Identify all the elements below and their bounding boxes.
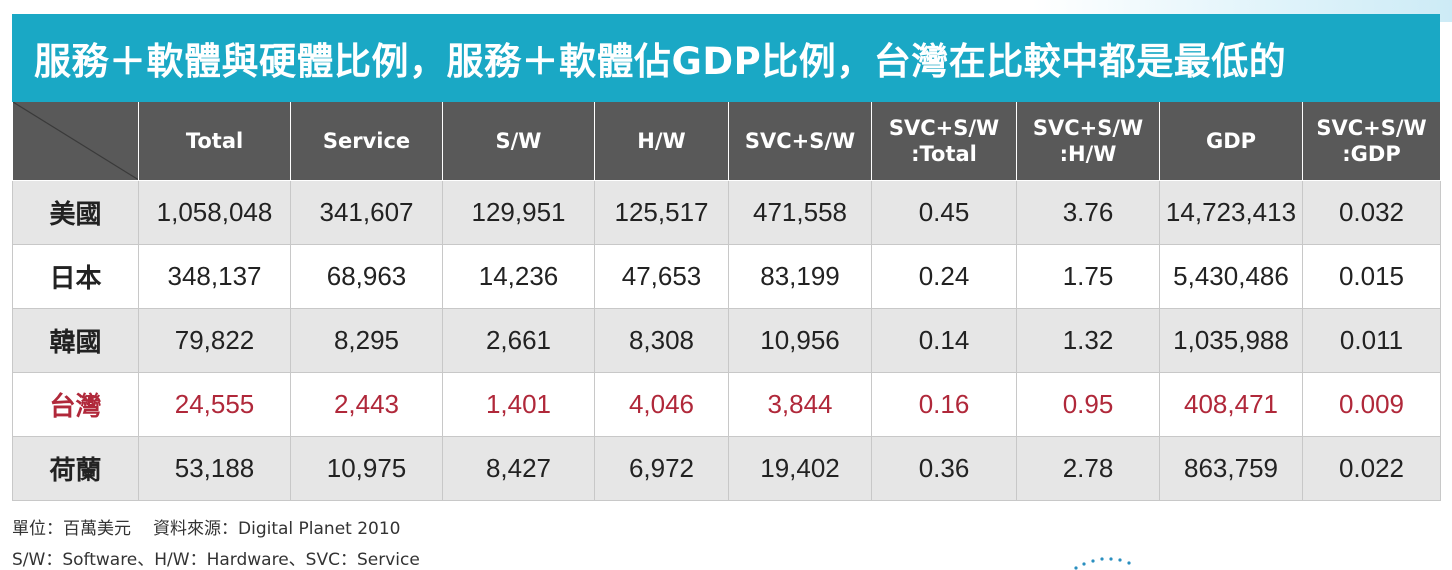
source-note: 資料來源：Digital Planet 2010 — [153, 519, 401, 539]
table-cell: 2,661 — [442, 307, 595, 373]
table-cell: 53,188 — [138, 435, 291, 501]
table-cell: 79,822 — [138, 307, 291, 373]
table-cell: 0.36 — [871, 435, 1017, 501]
header-label: Service — [322, 128, 411, 153]
table-cell: 8,427 — [442, 435, 595, 501]
page-title: 服務＋軟體與硬體比例，服務＋軟體佔GDP比例，台灣在比較中都是最低的 — [34, 40, 1287, 83]
dotted-arc-decoration — [1074, 557, 1131, 570]
table-cell: 2,443 — [290, 371, 443, 437]
table-cell: 0.45 — [871, 179, 1017, 245]
table-cell: 471,558 — [728, 179, 872, 245]
header-label: SVC+S/W — [888, 115, 1000, 140]
table-cell: 3,844 — [728, 371, 872, 437]
table-cell: 0.015 — [1302, 243, 1441, 309]
header-label: SVC+S/W — [1032, 115, 1144, 140]
header-sublabel: :H/W — [1059, 141, 1117, 166]
column-header-service: Service — [290, 102, 443, 181]
header-sublabel: :Total — [911, 141, 977, 166]
table-cell: 4,046 — [594, 371, 729, 437]
table-cell: 8,308 — [594, 307, 729, 373]
table-cell: 348,137 — [138, 243, 291, 309]
row-label: 日本 — [12, 243, 139, 309]
table-cell: 47,653 — [594, 243, 729, 309]
table-cell: 341,607 — [290, 179, 443, 245]
table-cell: 1.75 — [1016, 243, 1160, 309]
column-header-svc-sw-hw: SVC+S/W :H/W — [1016, 102, 1160, 181]
footnote-unit-source: 單位：百萬美元 資料來源：Digital Planet 2010 — [12, 514, 401, 539]
column-header-gdp: GDP — [1159, 102, 1303, 181]
table-cell: 0.011 — [1302, 307, 1441, 373]
corner-header-cell — [12, 102, 139, 181]
table-cell: 68,963 — [290, 243, 443, 309]
header-label: Total — [185, 128, 244, 153]
table-cell: 0.95 — [1016, 371, 1160, 437]
table-cell: 129,951 — [442, 179, 595, 245]
table-cell: 863,759 — [1159, 435, 1303, 501]
table-cell: 24,555 — [138, 371, 291, 437]
row-label: 荷蘭 — [12, 435, 139, 501]
unit-note: 單位：百萬美元 — [12, 519, 131, 539]
table-row-japan: 日本 348,137 68,963 14,236 47,653 83,199 0… — [12, 243, 1441, 309]
header-label: SVC+S/W — [744, 128, 856, 153]
table-cell: 8,295 — [290, 307, 443, 373]
table-cell: 0.009 — [1302, 371, 1441, 437]
table-cell: 83,199 — [728, 243, 872, 309]
header-label: H/W — [637, 128, 686, 153]
row-label: 美國 — [12, 179, 139, 245]
data-table: Total Service S/W H/W SVC+S/W SVC+S/W :T… — [12, 102, 1441, 501]
table-cell: 408,471 — [1159, 371, 1303, 437]
header-label: S/W — [495, 128, 542, 153]
header-label: SVC+S/W — [1316, 115, 1427, 140]
table-cell: 0.022 — [1302, 435, 1441, 501]
footnote-abbreviations: S/W：Software、H/W：Hardware、SVC：Service — [12, 550, 420, 570]
row-label: 韓國 — [12, 307, 139, 373]
table-cell: 10,975 — [290, 435, 443, 501]
table-cell: 6,972 — [594, 435, 729, 501]
table-cell: 1,035,988 — [1159, 307, 1303, 373]
column-header-total: Total — [138, 102, 291, 181]
table-cell: 0.14 — [871, 307, 1017, 373]
table-cell: 3.76 — [1016, 179, 1160, 245]
column-header-sw: S/W — [442, 102, 595, 181]
column-header-hw: H/W — [594, 102, 729, 181]
table-cell: 0.24 — [871, 243, 1017, 309]
header-sublabel: :GDP — [1342, 141, 1401, 166]
diagonal-line-icon — [13, 102, 138, 179]
table-cell: 1,058,048 — [138, 179, 291, 245]
table-cell: 10,956 — [728, 307, 872, 373]
table-row-netherlands: 荷蘭 53,188 10,975 8,427 6,972 19,402 0.36… — [12, 435, 1441, 501]
table-cell: 1.32 — [1016, 307, 1160, 373]
table-cell: 2.78 — [1016, 435, 1160, 501]
table-row-korea: 韓國 79,822 8,295 2,661 8,308 10,956 0.14 … — [12, 307, 1441, 373]
table-cell: 125,517 — [594, 179, 729, 245]
column-header-svc-sw: SVC+S/W — [728, 102, 872, 181]
table-cell: 14,236 — [442, 243, 595, 309]
table-cell: 0.16 — [871, 371, 1017, 437]
title-banner: 服務＋軟體與硬體比例，服務＋軟體佔GDP比例，台灣在比較中都是最低的 — [12, 14, 1440, 102]
column-header-svc-sw-total: SVC+S/W :Total — [871, 102, 1017, 181]
table-cell: 5,430,486 — [1159, 243, 1303, 309]
table-cell: 0.032 — [1302, 179, 1441, 245]
row-label: 台灣 — [12, 371, 139, 437]
table-cell: 14,723,413 — [1159, 179, 1303, 245]
table-cell: 1,401 — [442, 371, 595, 437]
table-row-taiwan: 台灣 24,555 2,443 1,401 4,046 3,844 0.16 0… — [12, 371, 1441, 437]
table-cell: 19,402 — [728, 435, 872, 501]
header-row: Total Service S/W H/W SVC+S/W SVC+S/W :T… — [12, 102, 1441, 181]
header-label: GDP — [1205, 128, 1257, 153]
table-row-usa: 美國 1,058,048 341,607 129,951 125,517 471… — [12, 179, 1441, 245]
column-header-svc-sw-gdp: SVC+S/W :GDP — [1302, 102, 1441, 181]
